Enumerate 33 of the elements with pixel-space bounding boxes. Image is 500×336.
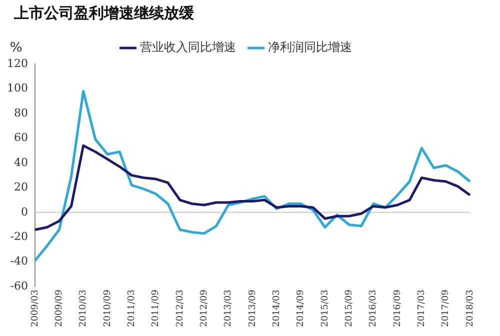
y-tick-label: -20 bbox=[10, 230, 28, 243]
x-tick-label: 2013/03 bbox=[224, 289, 234, 327]
y-tick-label: 0 bbox=[20, 205, 28, 218]
x-tick-label: 2017/03 bbox=[417, 289, 428, 327]
x-tick-label: 2009/03 bbox=[30, 289, 40, 327]
x-tick-label: 2009/09 bbox=[54, 289, 65, 327]
x-tick-label: 2015/09 bbox=[344, 289, 355, 327]
x-tick-label: 2016/03 bbox=[368, 289, 379, 327]
y-axis-title: % bbox=[10, 40, 22, 56]
x-tick-label: 2014/03 bbox=[272, 289, 282, 327]
legend-label: 净利润同比增速 bbox=[268, 40, 352, 54]
y-tick-label: 60 bbox=[14, 131, 28, 144]
x-tick-label: 2012/09 bbox=[200, 289, 210, 327]
chart-title: 上市公司盈利增速继续放缓 bbox=[14, 4, 194, 23]
x-tick-label: 2015/03 bbox=[320, 289, 330, 327]
x-tick-label: 2010/03 bbox=[78, 289, 89, 327]
y-tick-label: 80 bbox=[14, 106, 28, 120]
y-tick-label: 20 bbox=[14, 180, 28, 194]
y-tick-label: -60 bbox=[10, 279, 28, 292]
y-tick-label: 100 bbox=[6, 82, 28, 95]
x-tick-label: 2014/09 bbox=[296, 289, 306, 327]
y-tick-label: -40 bbox=[10, 254, 28, 268]
legend-label: 营业收入同比增速 bbox=[140, 40, 236, 54]
x-tick-label: 2011/03 bbox=[127, 289, 138, 327]
x-tick-label: 2013/09 bbox=[248, 289, 258, 327]
x-tick-label: 2010/09 bbox=[102, 289, 113, 327]
x-tick-label: 2011/09 bbox=[151, 289, 162, 327]
x-tick-label: 2016/09 bbox=[392, 289, 403, 327]
x-tick-label: 2012/03 bbox=[175, 289, 186, 327]
x-tick-label: 2018/03 bbox=[465, 289, 476, 327]
y-tick-label: 40 bbox=[14, 156, 28, 169]
x-tick-label: 2017/09 bbox=[441, 289, 452, 327]
y-tick-label: 120 bbox=[6, 56, 28, 70]
